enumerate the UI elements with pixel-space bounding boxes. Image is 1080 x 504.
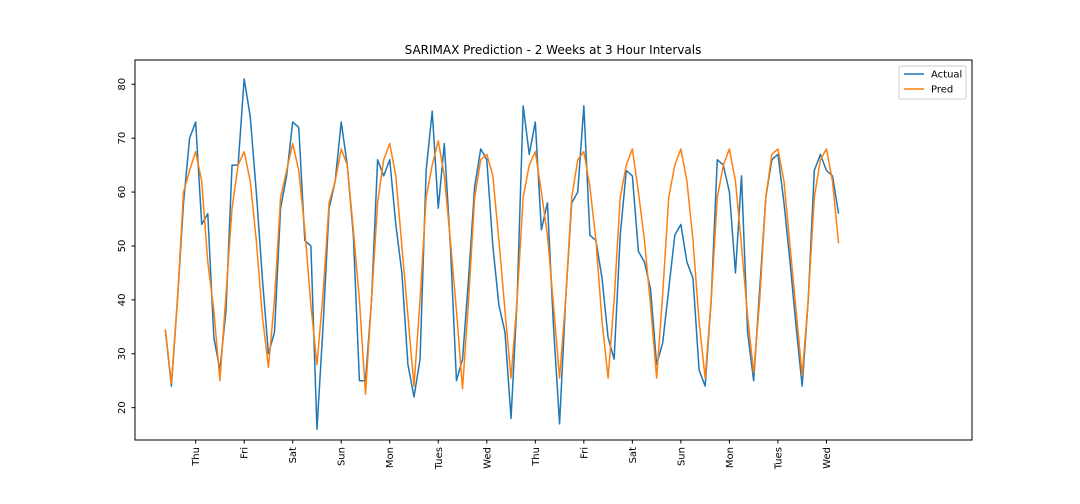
x-tick-label: Sun bbox=[337, 447, 348, 466]
series-line-actual bbox=[164, 78, 840, 430]
x-tick-label: Fri bbox=[579, 447, 590, 459]
x-tick-label: Thu bbox=[191, 447, 202, 467]
x-tick-label: Fri bbox=[240, 447, 251, 459]
x-tick-label: Tues bbox=[773, 447, 784, 470]
y-tick-label: 40 bbox=[117, 293, 128, 306]
x-tick-label: Mon bbox=[385, 447, 396, 468]
y-tick-label: 70 bbox=[117, 132, 128, 145]
y-tick-label: 50 bbox=[117, 240, 128, 253]
y-tick-label: 80 bbox=[117, 78, 128, 91]
x-tick-label: Thu bbox=[531, 447, 542, 467]
x-tick-label: Sat bbox=[628, 447, 639, 463]
axes-frame bbox=[134, 59, 973, 441]
y-tick-label: 60 bbox=[117, 186, 128, 199]
y-axis: 20 30 40 50 60 70 80 bbox=[117, 78, 135, 414]
x-tick-label: Wed bbox=[822, 447, 833, 469]
y-tick-label: 30 bbox=[117, 347, 128, 360]
chart-title: SARIMAX Prediction - 2 Weeks at 3 Hour I… bbox=[405, 43, 702, 57]
series-line-pred bbox=[164, 140, 840, 395]
x-tick-label: Tues bbox=[434, 447, 445, 470]
x-tick-label: Wed bbox=[482, 447, 493, 469]
x-axis: Thu Fri Sat Sun Mon Tues Wed Thu Fri Sat Sun Mon Tue… bbox=[191, 440, 833, 470]
plot-area bbox=[164, 78, 840, 430]
legend-label-actual: Actual bbox=[931, 70, 962, 81]
x-tick-label: Sat bbox=[288, 447, 299, 463]
x-tick-label: Sun bbox=[676, 447, 687, 466]
x-tick-label: Mon bbox=[725, 447, 736, 468]
legend-label-pred: Pred bbox=[931, 85, 953, 96]
legend: Actual Pred bbox=[898, 65, 967, 100]
y-tick-label: 20 bbox=[117, 401, 128, 414]
